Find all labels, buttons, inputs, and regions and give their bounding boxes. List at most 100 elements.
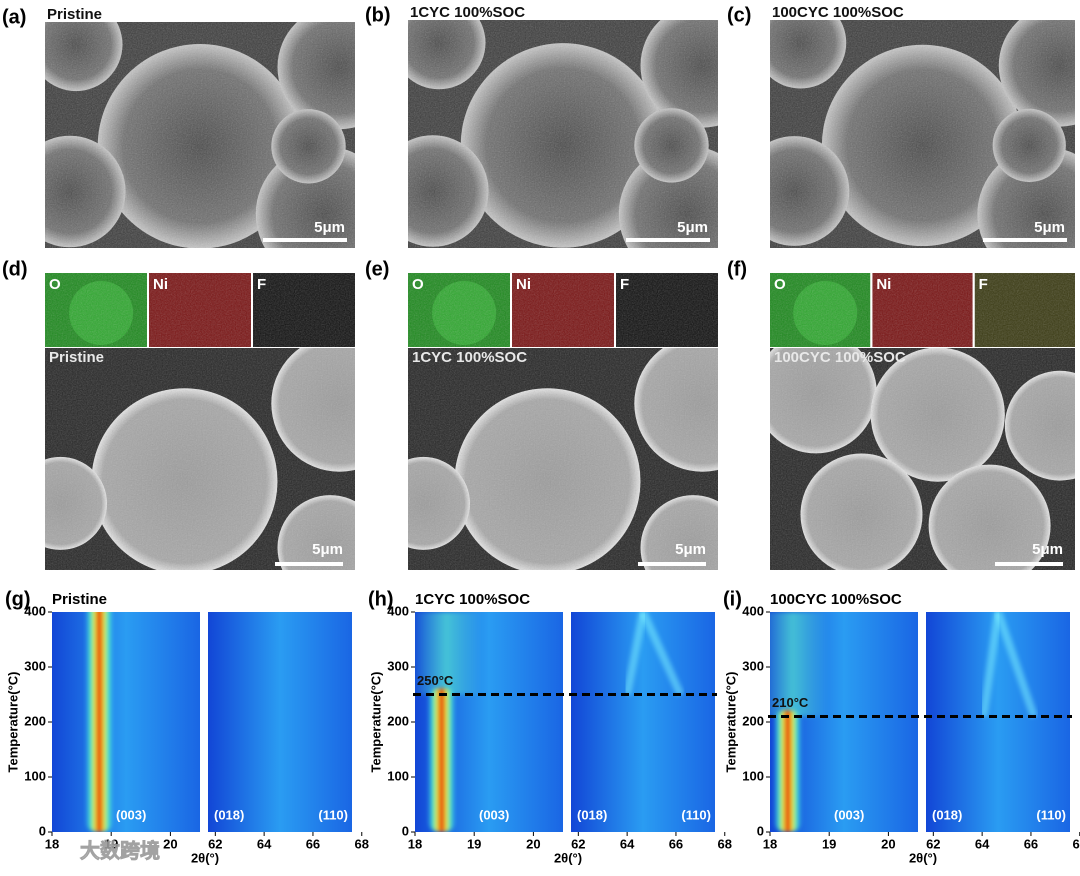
x-tick-label: 66 — [669, 836, 683, 851]
eds-map: O — [45, 273, 147, 347]
sem-image: 5μm — [740, 0, 1080, 281]
x-tick-label: 18 — [45, 836, 59, 851]
map-element: O — [412, 276, 424, 293]
peak-label: (003) — [479, 807, 509, 822]
peak-label: (003) — [834, 807, 864, 822]
panel-caption: 100CYC 100%SOC — [770, 591, 902, 608]
map-element: O — [49, 276, 61, 293]
texture — [45, 348, 355, 570]
x-tick-label: 68 — [718, 836, 732, 851]
peak-label: (110) — [318, 807, 348, 822]
peak-label: (110) — [1036, 807, 1066, 822]
scale-bar-label: 5μm — [675, 541, 706, 558]
y-tick-label: 200 — [742, 713, 764, 728]
heatmap-background — [571, 612, 715, 832]
panel-caption: 100CYC 100%SOC — [774, 349, 906, 366]
texture — [253, 273, 355, 347]
x-tick-label: 19 — [467, 836, 481, 851]
eds-map: O — [770, 273, 870, 347]
x-axis-label: 2θ(°) — [191, 850, 219, 865]
x-tick-label: 20 — [526, 836, 540, 851]
x-axis-label: 2θ(°) — [554, 850, 582, 865]
y-tick-label: 300 — [742, 658, 764, 673]
peak-label: (018) — [214, 807, 244, 822]
x-tick-label: 66 — [1024, 836, 1038, 851]
texture — [770, 20, 1075, 248]
panel-caption: Pristine — [52, 591, 107, 608]
transition-label: 210°C — [772, 695, 809, 710]
texture — [45, 22, 355, 248]
sem-image: 5μm — [377, 0, 765, 282]
sem-cross-section: 100CYC 100%SOC 5μm — [755, 331, 1080, 586]
panel-label: (f) — [727, 258, 747, 280]
scale-bar-label: 5μm — [312, 541, 343, 558]
heatmap-003: (003) — [52, 602, 200, 832]
panel-label: (d) — [2, 258, 28, 280]
sem-image: 5μm — [14, 0, 402, 282]
panel-caption: 1CYC 100%SOC — [410, 4, 525, 21]
x-tick-label: 20 — [881, 836, 895, 851]
x-tick-label: 68 — [1073, 836, 1080, 851]
panel-label: (i) — [723, 588, 742, 610]
eds-map: F — [253, 273, 355, 347]
y-tick-label: 300 — [24, 658, 46, 673]
sem-cross-section: 1CYC 100%SOC 5μm — [377, 335, 771, 600]
y-tick-label: 100 — [24, 768, 46, 783]
x-tick-label: 20 — [163, 836, 177, 851]
x-tick-label: 64 — [975, 836, 990, 851]
heatmap-background — [926, 612, 1070, 832]
scale-bar-label: 5μm — [1034, 219, 1065, 236]
y-tick-label: 300 — [387, 658, 409, 673]
y-tick-label: 400 — [24, 603, 46, 618]
x-tick-label: 66 — [306, 836, 320, 851]
heatmap-018-110: (018) (110) — [926, 612, 1070, 832]
peak-label: (003) — [116, 807, 146, 822]
x-tick-label: 64 — [257, 836, 272, 851]
texture — [616, 273, 718, 347]
map-element: F — [979, 276, 988, 293]
panel-label: (a) — [2, 6, 26, 28]
scale-bar-label: 5μm — [1032, 541, 1063, 558]
eds-map: Ni — [872, 273, 972, 347]
x-tick-label: 18 — [763, 836, 777, 851]
x-tick-label: 18 — [408, 836, 422, 851]
x-axis-label: 2θ(°) — [909, 850, 937, 865]
eds-map: O — [408, 273, 510, 347]
y-axis-label: Temperature(°C) — [368, 671, 383, 772]
scale-bar-label: 5μm — [314, 219, 345, 236]
eds-map: Ni — [512, 273, 614, 347]
transition-label: 250°C — [417, 673, 454, 688]
heatmap-003: (003) — [412, 612, 563, 832]
y-tick-label: 400 — [742, 603, 764, 618]
texture — [975, 273, 1075, 347]
panel-caption: Pristine — [49, 349, 104, 366]
peak-label: (110) — [681, 807, 711, 822]
scale-bar-label: 5μm — [677, 219, 708, 236]
map-element: Ni — [876, 276, 891, 293]
map-element: O — [774, 276, 786, 293]
panel-label: (b) — [365, 4, 391, 26]
x-tick-label: 19 — [822, 836, 836, 851]
x-tick-label: 62 — [926, 836, 940, 851]
heatmap-background — [52, 612, 200, 832]
panel-caption: 1CYC 100%SOC — [412, 349, 527, 366]
diffraction-peak — [85, 602, 113, 832]
x-tick-label: 62 — [208, 836, 222, 851]
y-tick-label: 200 — [24, 713, 46, 728]
y-tick-label: 100 — [387, 768, 409, 783]
x-tick-label: 62 — [571, 836, 585, 851]
texture — [770, 348, 1075, 570]
diffraction-peak — [774, 711, 802, 833]
watermark: 大数跨境 — [80, 838, 160, 862]
peak-label: (018) — [932, 807, 962, 822]
sem-cross-section: Pristine 5μm — [14, 335, 408, 600]
y-axis-label: Temperature(°C) — [5, 671, 20, 772]
y-axis-label: Temperature(°C) — [723, 671, 738, 772]
texture — [408, 348, 718, 570]
panel-label: (c) — [727, 4, 751, 26]
x-tick-label: 64 — [620, 836, 635, 851]
eds-map: Ni — [149, 273, 251, 347]
eds-map: F — [975, 273, 1075, 347]
map-element: F — [257, 276, 266, 293]
